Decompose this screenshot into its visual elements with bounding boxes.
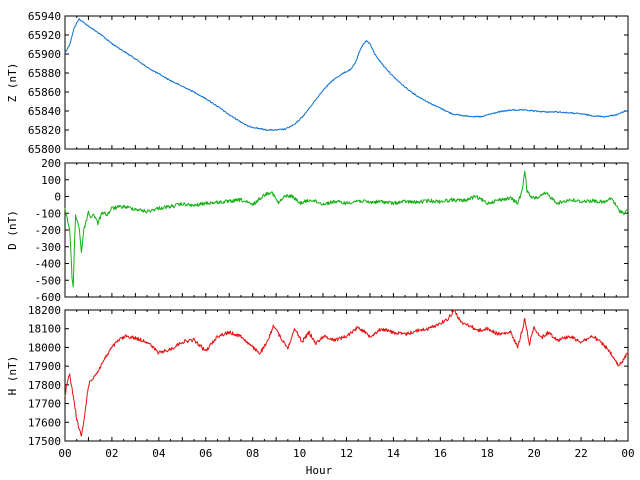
series-line-h xyxy=(64,309,629,437)
y-tick-label: 100 xyxy=(41,174,61,187)
x-tick-label: 00 xyxy=(621,447,634,460)
y-axis-label: H (nT) xyxy=(6,356,19,396)
y-tick-label: -400 xyxy=(35,258,62,271)
x-tick-label: 02 xyxy=(105,447,118,460)
y-tick-label: 65940 xyxy=(28,10,61,23)
y-tick-label: 17900 xyxy=(28,360,61,373)
y-tick-label: 17500 xyxy=(28,435,61,448)
y-tick-label: 65900 xyxy=(28,48,61,61)
x-tick-label: 12 xyxy=(340,447,353,460)
plot-frame xyxy=(64,309,629,442)
x-tick-label: 06 xyxy=(199,447,212,460)
x-tick-label: 20 xyxy=(528,447,541,460)
x-tick-label: 00 xyxy=(58,447,71,460)
y-tick-label: -600 xyxy=(35,291,62,304)
y-tick-label: 18200 xyxy=(28,304,61,317)
y-tick-label: 17800 xyxy=(28,379,61,392)
panel-z: 65800 65820 65840 65860 65880 65900 65920 65940… xyxy=(6,10,629,156)
y-tick-label: 200 xyxy=(41,157,61,170)
panels: 65800 65820 65840 65860 65880 65900 65920 65940… xyxy=(6,10,635,460)
x-tick-label: 22 xyxy=(574,447,587,460)
y-axis-label: Z (nT) xyxy=(6,63,19,103)
x-axis-label: Hour xyxy=(306,464,333,477)
panel-d: -600 -500 -400 -300 -200 -100 0 100 200 D (nT) xyxy=(6,157,629,304)
x-tick-label: 14 xyxy=(387,447,401,460)
x-tick-label: 04 xyxy=(152,447,166,460)
y-axis-label: D (nT) xyxy=(6,210,19,250)
y-tick-label: 65920 xyxy=(28,29,61,42)
plot-frame xyxy=(64,15,629,150)
panel-h: 1750017600177001780017900180001810018200… xyxy=(6,304,635,460)
y-tick-label: -200 xyxy=(35,224,62,237)
y-tick-label: -500 xyxy=(35,274,62,287)
y-tick-label: 18100 xyxy=(28,323,61,336)
y-tick-label: 65880 xyxy=(28,67,61,80)
y-tick-label: 65840 xyxy=(28,105,61,118)
y-tick-label: 0 xyxy=(54,191,61,204)
x-tick-label: 10 xyxy=(293,447,306,460)
y-tick-label: 17600 xyxy=(28,416,61,429)
y-tick-label: 65820 xyxy=(28,124,61,137)
y-tick-label: 17700 xyxy=(28,398,61,411)
y-tick-label: 65800 xyxy=(28,143,61,156)
y-tick-label: -100 xyxy=(35,207,62,220)
x-tick-label: 08 xyxy=(246,447,259,460)
plot-frame xyxy=(64,162,629,298)
x-tick-label: 18 xyxy=(481,447,494,460)
series-line-d xyxy=(64,170,629,288)
series-line-z xyxy=(64,18,629,132)
x-tick-label: 16 xyxy=(434,447,447,460)
y-tick-label: 65860 xyxy=(28,86,61,99)
y-tick-label: -300 xyxy=(35,241,62,254)
y-tick-label: 18000 xyxy=(28,341,61,354)
